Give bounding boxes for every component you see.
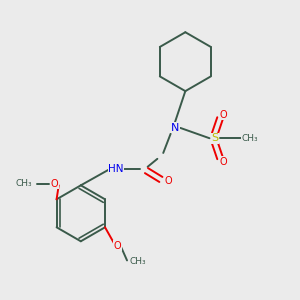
Text: CH₃: CH₃ xyxy=(241,134,258,143)
Text: O: O xyxy=(220,110,227,120)
Text: CH₃: CH₃ xyxy=(16,179,33,188)
Text: O: O xyxy=(165,176,172,186)
Text: N: N xyxy=(171,123,179,133)
Text: HN: HN xyxy=(108,164,124,174)
Text: O: O xyxy=(220,157,227,167)
Text: O: O xyxy=(114,241,122,251)
Text: S: S xyxy=(211,133,218,143)
Text: O: O xyxy=(50,179,58,189)
Text: CH₃: CH₃ xyxy=(129,257,146,266)
